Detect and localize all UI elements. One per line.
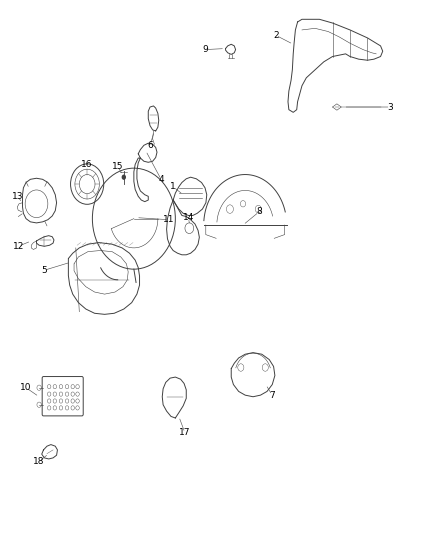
Text: 15: 15 [112, 162, 124, 171]
Text: 7: 7 [269, 391, 275, 400]
Text: 8: 8 [256, 207, 262, 216]
Text: 11: 11 [163, 215, 174, 224]
Text: 5: 5 [42, 266, 47, 274]
Text: 4: 4 [159, 175, 164, 184]
Text: 2: 2 [273, 31, 279, 40]
Text: 9: 9 [202, 45, 208, 54]
Text: 16: 16 [81, 160, 93, 169]
Text: 17: 17 [179, 429, 191, 438]
Text: 3: 3 [388, 102, 393, 111]
Text: 18: 18 [33, 457, 45, 466]
Text: 10: 10 [20, 383, 32, 392]
Circle shape [122, 174, 126, 180]
Text: 6: 6 [147, 141, 153, 150]
Text: 12: 12 [12, 242, 24, 251]
FancyBboxPatch shape [42, 376, 83, 416]
Text: 13: 13 [11, 192, 23, 201]
Text: 1: 1 [170, 182, 176, 191]
Text: 14: 14 [183, 213, 194, 222]
